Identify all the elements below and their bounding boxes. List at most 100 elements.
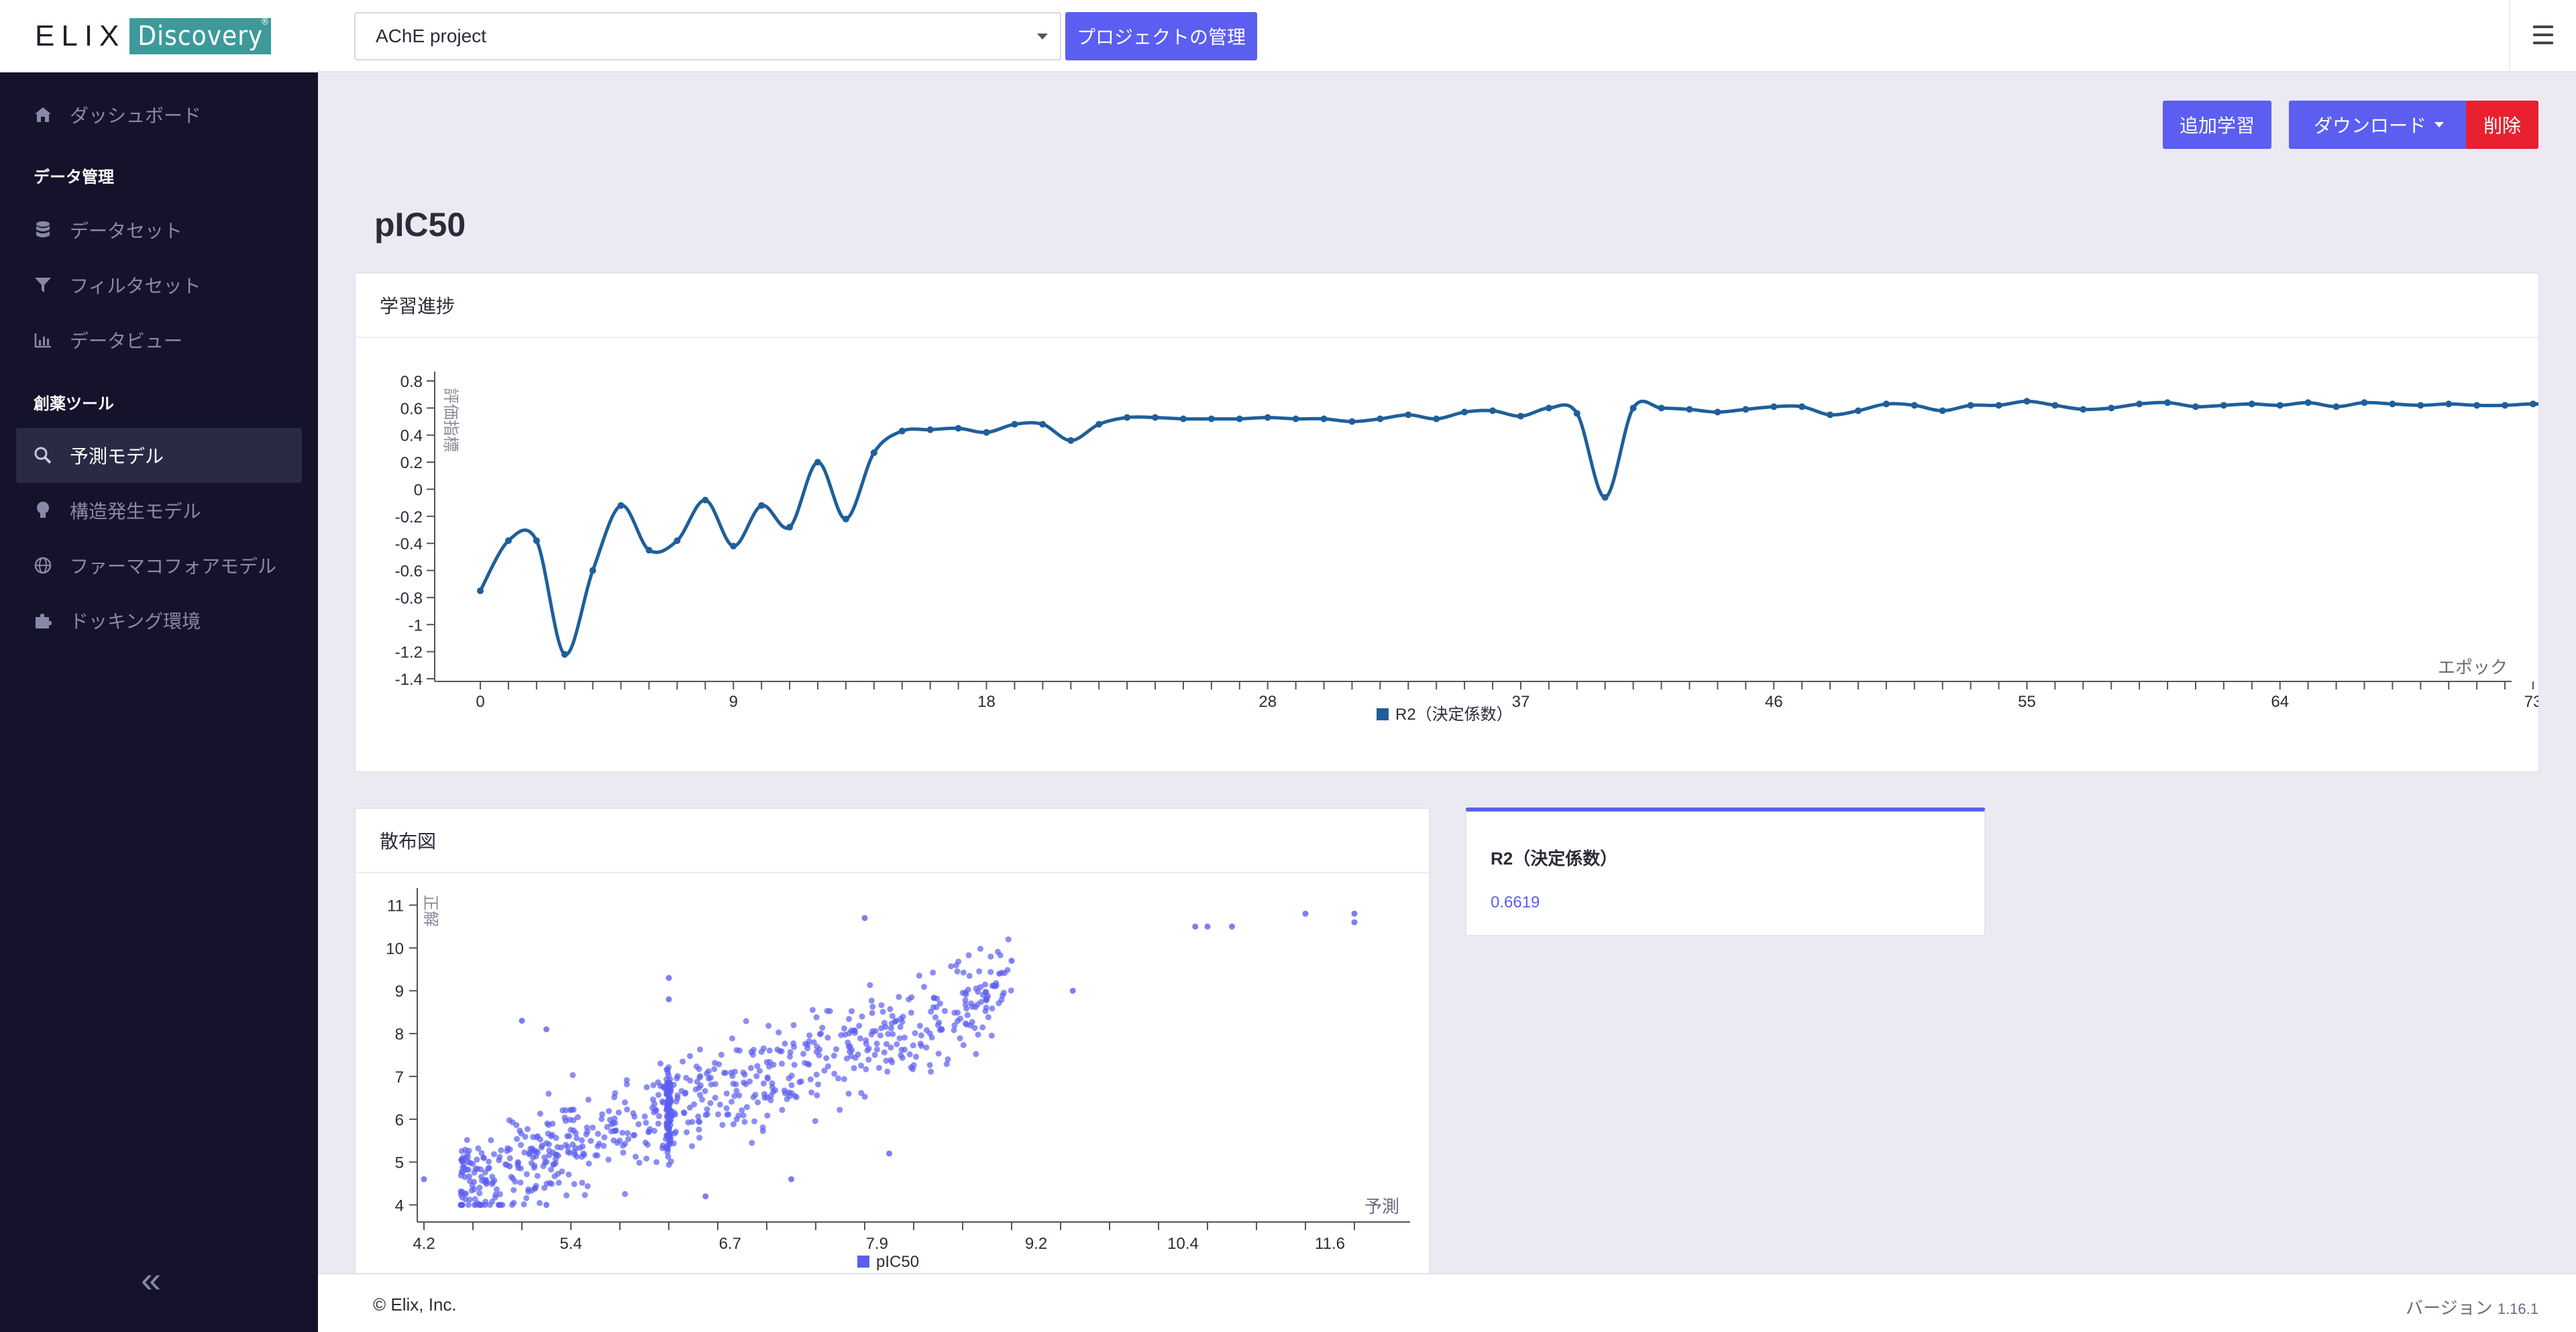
scatter-point — [976, 968, 983, 975]
scatter-point — [534, 1133, 541, 1140]
sidebar-item-label: 構造発生モデル — [70, 501, 202, 522]
r2-data-point — [2023, 398, 2031, 405]
x-tick-label: 4.2 — [413, 1235, 435, 1253]
scatter-point — [524, 1125, 531, 1132]
x-tick-label: 11.6 — [1315, 1235, 1345, 1253]
scatter-point — [859, 1013, 865, 1020]
scatter-point — [968, 1000, 975, 1007]
r2-data-point — [1433, 415, 1440, 423]
scatter-point — [881, 1019, 888, 1026]
scatter-point — [711, 1066, 718, 1072]
scatter-point — [1229, 923, 1235, 930]
scatter-point — [962, 997, 969, 1003]
scatter-point — [928, 1068, 934, 1075]
sidebar-item-pharmacophore[interactable]: ファーマコフォアモデル — [16, 538, 302, 593]
sidebar-item-filterset[interactable]: フィルタセット — [16, 258, 302, 313]
scatter-point — [704, 1106, 710, 1113]
scatter-point — [667, 1158, 674, 1165]
scatter-point — [758, 1048, 765, 1055]
sidebar-item-dataview[interactable]: データビュー — [16, 313, 302, 368]
r2-data-point — [2417, 402, 2424, 409]
scatter-point — [712, 1095, 718, 1101]
scatter-point — [466, 1173, 472, 1180]
sidebar-item-generative[interactable]: 構造発生モデル — [16, 483, 302, 538]
x-tick-label: 18 — [977, 693, 996, 711]
project-select[interactable]: AChE project — [354, 12, 1061, 60]
r2-data-point — [2502, 402, 2509, 409]
lightbulb-icon — [34, 501, 52, 520]
y-tick-label: -0.6 — [395, 563, 423, 581]
scatter-point — [483, 1176, 490, 1183]
scatter-point — [665, 1072, 672, 1079]
scatter-point — [615, 1109, 622, 1116]
scatter-point — [590, 1124, 596, 1131]
scatter-point — [578, 1137, 585, 1144]
scatter-point — [608, 1128, 614, 1135]
scatter-point — [855, 1051, 861, 1058]
sidebar-item-dashboard[interactable]: ダッシュボード — [16, 87, 302, 142]
scatter-point — [878, 1025, 885, 1032]
sidebar-item-docking[interactable]: ドッキング環境 — [16, 593, 302, 648]
r2-data-point — [533, 537, 540, 545]
collapse-sidebar-icon[interactable]: « — [141, 1260, 162, 1300]
sidebar-item-dataset[interactable]: データセット — [16, 203, 302, 258]
r2-data-point — [842, 515, 849, 522]
r2-data-point — [1067, 437, 1075, 444]
scatter-point — [733, 1116, 740, 1123]
scatter-point — [921, 983, 928, 990]
scatter-point — [857, 1035, 863, 1042]
scatter-point — [743, 1104, 750, 1111]
scatter-point — [686, 1104, 693, 1111]
scatter-point — [916, 1022, 923, 1029]
scatter-point — [788, 1176, 794, 1182]
scatter-point — [964, 1012, 971, 1019]
r2-data-point — [786, 523, 794, 531]
scatter-point — [872, 1028, 879, 1034]
scatter-point — [622, 1140, 629, 1147]
scatter-point — [813, 1071, 820, 1078]
r2-value: 0.6619 — [1491, 893, 1540, 911]
scatter-point — [884, 1068, 891, 1075]
scatter-point — [988, 1032, 995, 1039]
r2-data-point — [955, 425, 962, 432]
y-tick-label: 0.4 — [400, 427, 423, 445]
scatter-point — [908, 1009, 914, 1016]
y-tick-label: -0.4 — [395, 535, 423, 553]
scatter-point — [788, 1090, 795, 1097]
scatter-point — [531, 1164, 537, 1171]
scatter-point — [584, 1128, 591, 1135]
manage-projects-button[interactable]: プロジェクトの管理 — [1065, 12, 1257, 60]
scatter-point — [813, 1014, 820, 1021]
scatter-point — [667, 1095, 674, 1102]
scatter-point — [708, 1081, 714, 1088]
scatter-point — [951, 1022, 958, 1029]
scatter-point — [918, 1043, 925, 1050]
scatter-point — [696, 1134, 703, 1141]
download-button[interactable]: ダウンロード — [2289, 101, 2469, 149]
scatter-point — [835, 1075, 842, 1082]
scatter-point — [678, 1088, 685, 1095]
scatter-point — [774, 1046, 781, 1053]
scatter-point — [541, 1159, 548, 1166]
menu-icon[interactable] — [2533, 25, 2553, 44]
x-tick-label: 9.2 — [1025, 1235, 1047, 1253]
scatter-point — [655, 1092, 661, 1099]
x-tick-label: 6.7 — [719, 1235, 741, 1253]
scatter-point — [707, 1100, 714, 1107]
retrain-button[interactable]: 追加学習 — [2163, 101, 2271, 149]
legend-label: pIC50 — [876, 1253, 919, 1271]
delete-button[interactable]: 削除 — [2466, 101, 2538, 149]
scatter-point — [482, 1201, 488, 1208]
scatter-point — [549, 1120, 556, 1127]
app-logo[interactable]: ELIX Discovery — [35, 17, 272, 55]
r2-data-point — [2220, 402, 2227, 409]
scatter-point — [478, 1174, 485, 1180]
scatter-point — [561, 1114, 568, 1121]
scatter-point — [793, 1094, 800, 1101]
scatter-point — [511, 1199, 517, 1206]
sidebar-item-prediction[interactable]: 予測モデル — [16, 428, 302, 483]
scatter-point — [665, 1131, 672, 1137]
scatter-point — [960, 969, 967, 976]
scatter-point — [665, 1103, 672, 1110]
scatter-point — [766, 1063, 773, 1070]
